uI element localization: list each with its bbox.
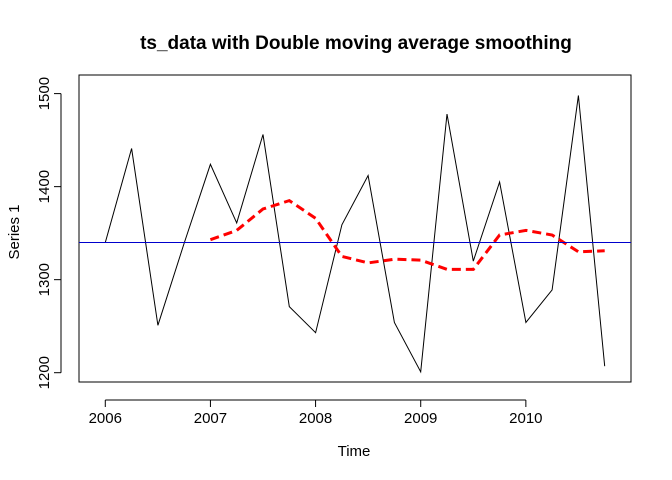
chart-title: ts_data with Double moving average smoot… — [140, 33, 572, 54]
x-tick-label: 2009 — [404, 410, 437, 427]
x-tick-label: 2008 — [299, 410, 332, 427]
x-tick-label: 2010 — [509, 410, 542, 427]
y-tick-label: 1400 — [36, 170, 53, 203]
series-line — [104, 95, 606, 374]
y-tick-label: 1300 — [36, 263, 53, 296]
x-tick-label: 2006 — [89, 410, 122, 427]
y-axis-label: Series 1 — [6, 204, 23, 259]
y-tick-label: 1500 — [36, 77, 53, 110]
x-axis-label: Time — [338, 443, 371, 460]
y-tick-label: 1200 — [36, 356, 53, 389]
smoothed-series-line — [209, 198, 605, 271]
plot-frame — [78, 74, 632, 383]
x-tick-label: 2007 — [194, 410, 227, 427]
